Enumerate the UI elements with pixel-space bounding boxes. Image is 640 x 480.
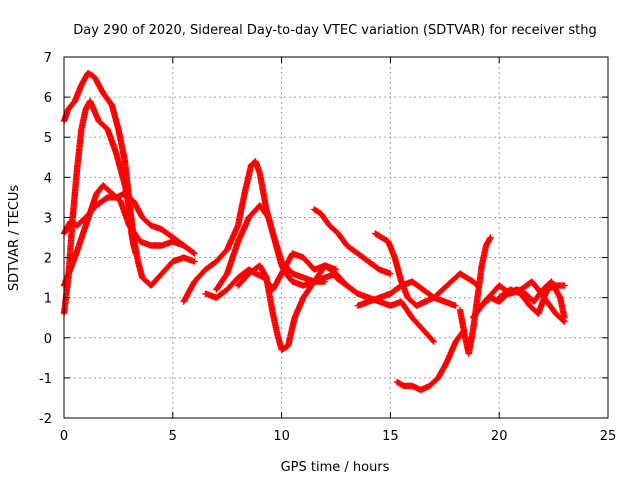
series-markers xyxy=(311,206,394,277)
x-tick-label: 10 xyxy=(273,429,290,444)
y-tick-label: -2 xyxy=(39,412,52,427)
series-sat-track-2 xyxy=(60,97,139,317)
series-markers xyxy=(372,230,481,309)
series-markers xyxy=(60,97,139,317)
series-sat-track-12 xyxy=(354,278,459,309)
x-tick-label: 15 xyxy=(382,429,399,444)
x-tick-label: 20 xyxy=(491,429,508,444)
y-tick-label: 7 xyxy=(44,51,52,66)
y-tick-label: 4 xyxy=(44,171,52,186)
y-tick-label: 2 xyxy=(44,252,52,267)
chart-title: Day 290 of 2020, Sidereal Day-to-day VTE… xyxy=(73,23,597,38)
series-markers xyxy=(234,262,340,353)
axis-ticks: 0 5 10 15 20 25 -2 -1 0 1 2 3 4 5 6 7 xyxy=(39,51,616,444)
series-markers xyxy=(332,274,438,345)
y-tick-label: 0 xyxy=(44,332,52,347)
x-tick-label: 25 xyxy=(600,429,617,444)
plot-frame xyxy=(63,56,609,419)
series-markers xyxy=(496,282,568,317)
x-tick-label: 0 xyxy=(60,429,68,444)
series-sat-track-1 xyxy=(60,69,198,289)
y-axis-label: SDTVAR / TECUs xyxy=(7,185,22,292)
grid-lines xyxy=(64,57,608,418)
data-series xyxy=(60,69,568,394)
series-sat-track-8 xyxy=(234,262,340,353)
series-markers xyxy=(60,69,198,289)
series-sat-track-17 xyxy=(496,282,568,317)
series-markers xyxy=(393,326,468,394)
series-sat-track-13 xyxy=(393,326,468,394)
series-sat-track-9 xyxy=(311,206,394,277)
y-tick-label: 5 xyxy=(44,131,52,146)
series-sat-track-11 xyxy=(332,274,438,345)
y-tick-label: 6 xyxy=(44,91,52,106)
series-sat-track-10 xyxy=(372,230,481,309)
y-tick-label: 1 xyxy=(44,292,52,307)
x-tick-label: 5 xyxy=(169,429,177,444)
y-tick-label: -1 xyxy=(39,372,52,387)
x-axis-label: GPS time / hours xyxy=(281,460,390,475)
y-tick-label: 3 xyxy=(44,211,52,226)
series-markers xyxy=(354,278,459,309)
